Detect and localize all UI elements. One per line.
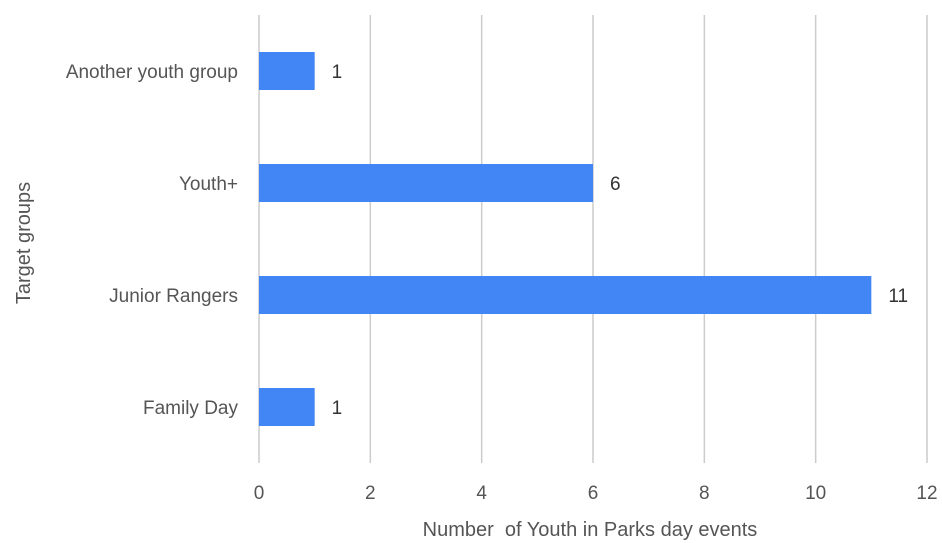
category-label-1: Youth+ <box>179 174 238 195</box>
category-label-2: Junior Rangers <box>109 286 238 307</box>
data-label-0: 1 <box>332 62 343 83</box>
category-label-3: Family Day <box>143 398 239 419</box>
category-label-0: Another youth group <box>66 62 238 83</box>
bar-2 <box>259 276 872 314</box>
x-tick-label-4: 8 <box>699 483 710 504</box>
x-tick-label-5: 10 <box>805 483 826 504</box>
x-tick-label-6: 12 <box>916 483 937 504</box>
bars <box>259 52 872 426</box>
x-tick-label-2: 4 <box>476 483 487 504</box>
x-tick-labels: 0 2 4 6 8 10 12 <box>254 483 938 504</box>
data-label-3: 1 <box>332 398 343 419</box>
data-label-1: 6 <box>610 174 621 195</box>
data-label-2: 11 <box>888 286 908 307</box>
x-tick-label-1: 2 <box>365 483 376 504</box>
bar-0 <box>259 52 315 90</box>
gridlines <box>258 15 928 463</box>
bar-1 <box>259 164 593 202</box>
x-axis-title: Number of Youth in Parks day events <box>423 519 758 541</box>
y-axis-title: Target groups <box>13 182 35 304</box>
x-tick-label-0: 0 <box>254 483 265 504</box>
category-labels: Another youth group Youth+ Junior Rangers F… <box>66 62 239 419</box>
bar-3 <box>259 388 315 426</box>
x-tick-label-3: 6 <box>588 483 599 504</box>
